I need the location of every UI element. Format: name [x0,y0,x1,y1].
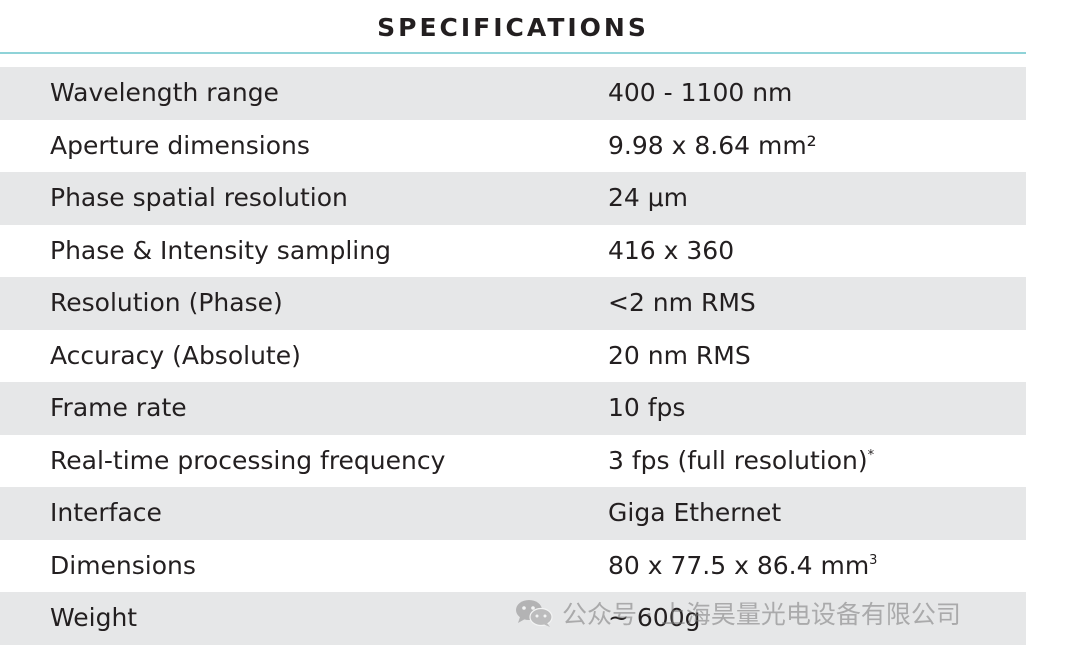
specifications-header: SPECIFICATIONS [0,0,1026,54]
spec-label: Aperture dimensions [50,130,310,160]
page-title: SPECIFICATIONS [377,13,649,42]
table-row: Frame rate 10 fps [0,382,1026,435]
table-row: Phase & Intensity sampling 416 x 360 [0,225,1026,278]
spec-label: Interface [50,498,162,527]
table-row: Accuracy (Absolute) 20 nm RMS [0,330,1026,383]
table-row: Wavelength range 400 - 1100 nm [0,67,1026,120]
specifications-table: Wavelength range 400 - 1100 nm Aperture … [0,67,1026,645]
spec-value: 10 fps [608,393,686,422]
spec-value: <2 nm RMS [608,288,756,317]
spec-label: Frame rate [50,393,187,422]
spec-value: 400 - 1100 nm [608,78,793,107]
spec-value: ~ 600g [608,603,701,632]
spec-label: Wavelength range [50,78,279,107]
spec-value: 80 x 77.5 x 86.4 mm3 [608,550,878,580]
spec-value: 3 fps (full resolution)* [608,445,875,475]
spec-label: Weight [50,603,138,632]
table-row: Phase spatial resolution 24 μm [0,172,1026,225]
spec-label: Accuracy (Absolute) [50,340,301,370]
spec-value: 24 μm [608,183,689,212]
table-row: Weight ~ 600g [0,592,1026,645]
spec-label: Phase spatial resolution [50,183,348,212]
table-row: Real-time processing frequency 3 fps (fu… [0,435,1026,488]
spec-label: Dimensions [50,550,196,580]
table-row: Dimensions 80 x 77.5 x 86.4 mm3 [0,540,1026,593]
spec-label: Real-time processing frequency [50,445,446,475]
table-row: Resolution (Phase) <2 nm RMS [0,277,1026,330]
table-row: Aperture dimensions 9.98 x 8.64 mm² [0,120,1026,173]
spec-value: 9.98 x 8.64 mm² [608,130,817,160]
spec-label: Phase & Intensity sampling [50,235,391,265]
spec-value: 20 nm RMS [608,340,751,370]
spec-label: Resolution (Phase) [50,288,283,317]
spec-value: 416 x 360 [608,235,735,265]
spec-value: Giga Ethernet [608,498,782,527]
table-row: Interface Giga Ethernet [0,487,1026,540]
